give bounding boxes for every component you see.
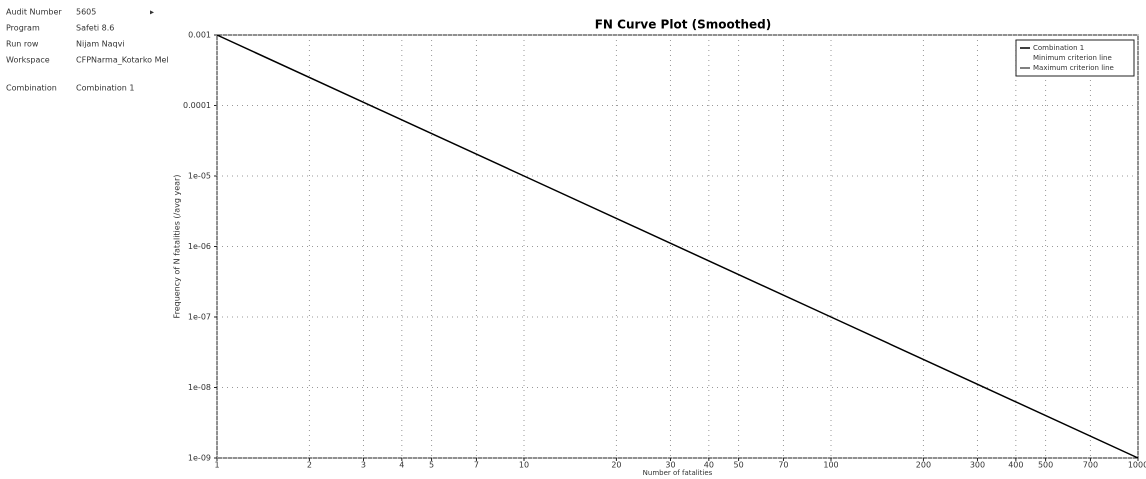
field-label: Run row <box>6 40 39 49</box>
x-tick-label: 5 <box>429 461 434 470</box>
field-label: Workspace <box>6 56 50 65</box>
y-tick-label: 1e-06 <box>188 242 211 251</box>
x-axis-label: Number of fatalities <box>643 469 713 475</box>
y-tick-label: 0.0001 <box>183 101 211 110</box>
chart-title: FN Curve Plot (Smoothed) <box>595 18 772 32</box>
y-axis-label: Frequency of N fatalities (/avg year) <box>173 175 182 319</box>
field-value: Nijam Naqvi <box>76 40 125 49</box>
x-tick-label: 40 <box>704 461 714 470</box>
field-value: Safeti 8.6 <box>76 24 114 33</box>
x-tick-label: 70 <box>778 461 788 470</box>
x-tick-label: 1000 <box>1128 461 1146 470</box>
x-tick-label: 50 <box>733 461 743 470</box>
expand-arrow[interactable]: ▸ <box>150 8 154 17</box>
field-value: CFPNarma_Kotarko Mel <box>76 56 169 65</box>
field-value: 5605 <box>76 8 96 17</box>
x-tick-label: 4 <box>399 461 404 470</box>
x-tick-label: 200 <box>916 461 931 470</box>
x-tick-label: 10 <box>519 461 529 470</box>
legend-label: Maximum criterion line <box>1033 64 1114 72</box>
x-tick-label: 1 <box>214 461 219 470</box>
field-label: Program <box>6 24 40 33</box>
fn-curve <box>216 34 1139 459</box>
x-tick-label: 3 <box>361 461 366 470</box>
x-tick-label: 500 <box>1038 461 1053 470</box>
legend-box <box>1015 39 1135 77</box>
x-tick-label: 30 <box>665 461 675 470</box>
field-label: Combination <box>6 84 57 93</box>
x-tick-label: 7 <box>474 461 479 470</box>
y-tick-label: 1e-07 <box>188 313 211 322</box>
x-tick-label: 300 <box>970 461 985 470</box>
x-tick-label: 2 <box>307 461 312 470</box>
y-tick-label: 1e-08 <box>188 383 211 392</box>
x-tick-label: 20 <box>611 461 621 470</box>
legend-label: Minimum criterion line <box>1033 54 1112 62</box>
x-tick-label: 700 <box>1083 461 1098 470</box>
x-tick-label: 400 <box>1008 461 1023 470</box>
y-tick-label: 1e-05 <box>188 172 211 181</box>
field-value: Combination 1 <box>76 84 135 93</box>
y-tick-label: 1e-09 <box>188 454 211 463</box>
x-tick-label: 100 <box>823 461 838 470</box>
field-label: Audit Number <box>6 8 62 17</box>
legend-label: Combination 1 <box>1033 44 1084 52</box>
y-tick-label: 0.001 <box>188 31 211 40</box>
